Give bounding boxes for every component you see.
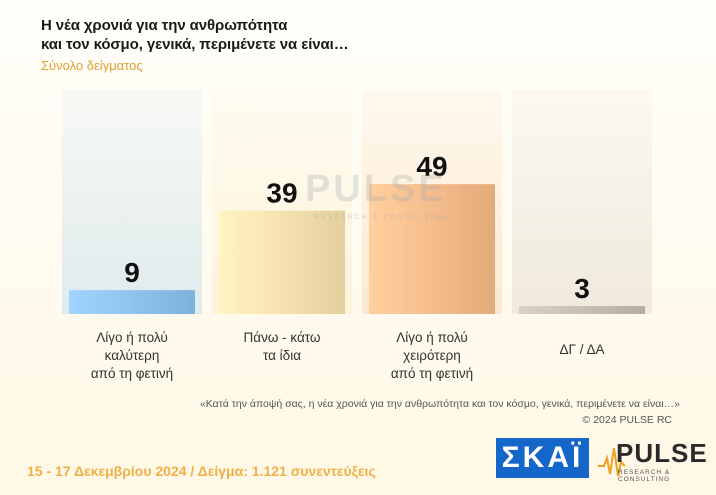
- watermark-tagline: RESEARCH & CONSULTING: [314, 214, 449, 221]
- pulse-logo-word: PULSE: [616, 438, 708, 468]
- bar-value-label: 9: [124, 257, 140, 288]
- survey-footer: 15 - 17 Δεκεμβρίου 2024 / Δείγμα: 1.121 …: [27, 463, 376, 479]
- copyright-text: © 2024 PULSE RC: [582, 414, 672, 426]
- bar-column-background: [512, 90, 652, 314]
- category-label: Λίγο ή πολύ: [396, 330, 467, 345]
- category-label: τα ίδια: [263, 348, 301, 363]
- chart-title: Η νέα χρονιά για την ανθρωπότητα και τον…: [41, 16, 461, 54]
- pulse-wave-icon: [598, 447, 626, 477]
- chart-bars: [69, 184, 645, 314]
- bar-value-label: 3: [574, 273, 590, 304]
- chart-category-labels: Λίγο ή πολύ καλύτερη από τη φετινή Πάνω - κ…: [91, 330, 605, 381]
- category-label: από τη φετινή: [391, 366, 473, 381]
- pulse-logo-tagline: RESEARCH & CONSULTING: [618, 469, 671, 483]
- category-label: ΔΓ / ΔΑ: [560, 342, 605, 357]
- bar-column-background: [62, 90, 202, 314]
- category-label: από τη φετινή: [91, 366, 173, 381]
- bar: [69, 290, 195, 314]
- chart-title-line-2: και τον κόσμο, γενικά, περιμένετε να είν…: [41, 36, 349, 53]
- category-label: Πάνω - κάτω: [244, 330, 321, 345]
- chart-value-labels: 9 39 49 3: [124, 151, 590, 304]
- bar: [519, 306, 645, 314]
- category-label: Λίγο ή πολύ: [96, 330, 167, 345]
- bar: [219, 210, 345, 314]
- category-label: καλύτερη: [105, 348, 160, 363]
- bar-value-label: 39: [266, 178, 297, 209]
- bar: [369, 184, 495, 314]
- watermark-logo: PULSE: [305, 168, 447, 210]
- category-label: χειρότερη: [403, 348, 461, 363]
- pulse-logo: PULSE RESEARCH & CONSULTING: [596, 436, 708, 483]
- bar-value-label: 49: [416, 151, 447, 182]
- chart-title-line-1: Η νέα χρονιά για την ανθρωπότητα: [41, 17, 288, 34]
- skai-logo: ΣΚΑΪ: [496, 438, 589, 478]
- chart-subtitle: Σύνολο δείγματος: [41, 58, 143, 73]
- question-note: «Κατά την άποψή σας, η νέα χρονιά για τη…: [199, 398, 680, 410]
